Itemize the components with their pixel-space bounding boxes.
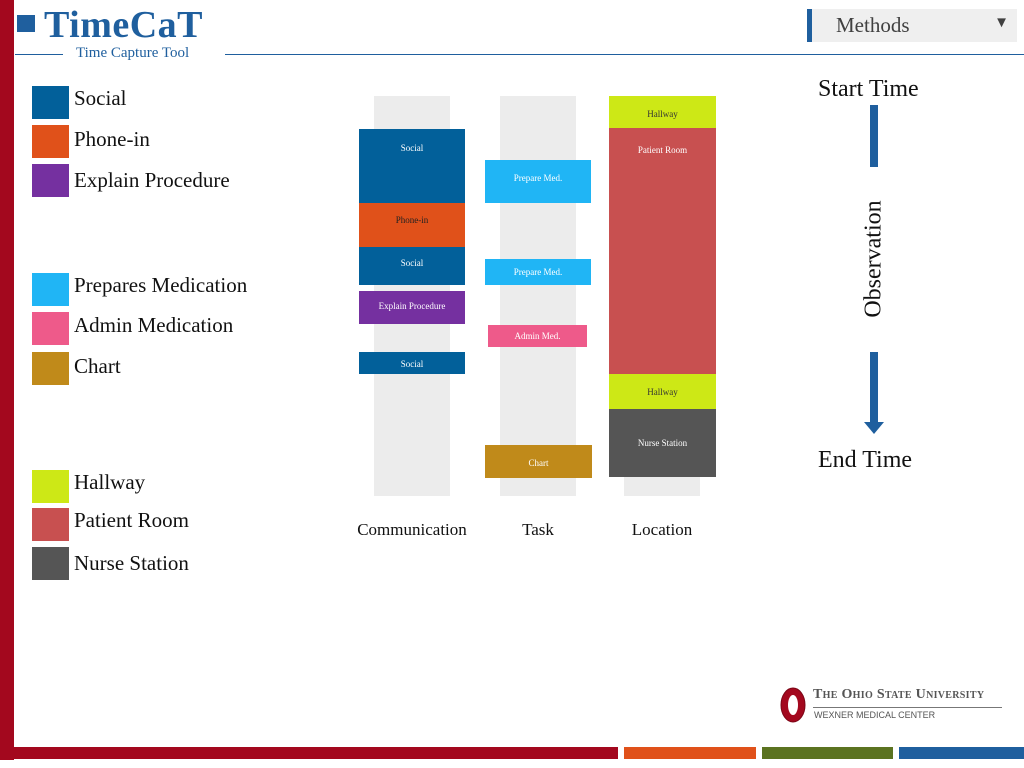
legend-swatch-prepares-medication (32, 273, 69, 306)
legend-swatch-chart (32, 352, 69, 385)
footer-bar-blue (899, 747, 1024, 759)
block-label: Social (400, 359, 424, 369)
legend-swatch-hallway (32, 470, 69, 503)
block-label: Phone-in (395, 215, 429, 225)
block-task-chart: Chart (485, 445, 592, 478)
legend-swatch-admin-medication (32, 312, 69, 345)
header-rule-left (15, 54, 63, 55)
footer-bar-green (762, 747, 893, 759)
legend-label-nurse-station: Nurse Station (74, 551, 189, 575)
legend-swatch-explain-procedure (32, 164, 69, 197)
arrow-head-down-icon (864, 422, 884, 434)
block-task-admin-med: Admin Med. (488, 325, 587, 347)
observation-label: Observation (860, 200, 887, 318)
block-location-nurse-station: Nurse Station (609, 409, 716, 477)
block-label: Social (400, 258, 424, 268)
start-time-label: Start Time (818, 76, 919, 102)
app-subtitle: Time Capture Tool (76, 45, 190, 61)
block-task-prepare-med-1: Prepare Med. (485, 160, 591, 203)
block-label: Social (400, 143, 424, 153)
block-location-hallway-2: Hallway (609, 374, 716, 409)
legend-label-social: Social (74, 86, 127, 110)
section-label: Methods (836, 13, 910, 37)
org-rule (813, 707, 1002, 708)
block-label: Hallway (647, 387, 678, 397)
column-label-task: Task (522, 520, 554, 539)
legend-label-explain-procedure: Explain Procedure (74, 168, 230, 192)
block-task-prepare-med-2: Prepare Med. (485, 259, 591, 285)
block-communication-social-3: Social (359, 352, 465, 374)
block-label: Explain Procedure (378, 301, 446, 311)
header-rule-right (225, 54, 1024, 55)
app-title: TimeCaT (44, 4, 204, 46)
block-label: Chart (528, 458, 549, 468)
legend-label-admin-medication: Admin Medication (74, 313, 234, 337)
footer-bar-orange (624, 747, 756, 759)
arrow-shaft-top (870, 105, 878, 167)
block-label: Admin Med. (514, 331, 561, 341)
block-communication-social-2: Social (359, 247, 465, 285)
block-label: Prepare Med. (513, 267, 563, 277)
caret-down-icon: ▼ (994, 15, 1009, 31)
block-location-hallway-1: Hallway (609, 96, 716, 128)
block-communication-phone-in: Phone-in (359, 203, 465, 247)
legend-swatch-patient-room (32, 508, 69, 541)
legend-label-prepares-medication: Prepares Medication (74, 273, 248, 297)
block-label: Prepare Med. (513, 173, 563, 183)
legend-swatch-social (32, 86, 69, 119)
block-location-patient-room: Patient Room (609, 128, 716, 374)
footer-bar-scarlet (0, 747, 618, 759)
org-sub: WEXNER MEDICAL CENTER (814, 710, 936, 720)
legend-label-chart: Chart (74, 354, 121, 378)
block-label: Patient Room (637, 145, 688, 155)
arrow-shaft-bottom (870, 352, 878, 424)
legend-swatch-nurse-station (32, 547, 69, 580)
block-o-icon (780, 687, 806, 723)
legend-label-phone-in: Phone-in (74, 127, 150, 151)
legend-swatch-phone-in (32, 125, 69, 158)
org-name: The Ohio State University (813, 687, 985, 702)
block-communication-social-1: Social (359, 129, 465, 203)
block-communication-explain-procedure: Explain Procedure (359, 291, 465, 324)
legend-label-hallway: Hallway (74, 470, 146, 494)
legend-label-patient-room: Patient Room (74, 508, 189, 532)
osu-logo: The Ohio State University WEXNER MEDICAL… (780, 687, 1008, 727)
block-label: Nurse Station (637, 438, 688, 448)
column-label-communication: Communication (357, 520, 467, 539)
end-time-label: End Time (818, 447, 913, 473)
logo-square-icon (17, 15, 35, 32)
section-selector[interactable]: Methods ▼ (807, 9, 1017, 42)
block-label: Hallway (647, 109, 678, 119)
track-task (500, 96, 576, 496)
left-accent-bar (0, 0, 14, 760)
column-label-location: Location (631, 520, 693, 539)
